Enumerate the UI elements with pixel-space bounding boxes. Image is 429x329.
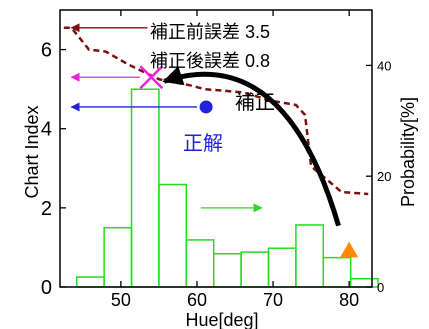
histogram-bar <box>349 277 379 288</box>
annotation-after-error: 補正後誤差 0.8 <box>150 51 270 71</box>
x-axis-label: Hue[deg] <box>185 310 258 329</box>
y-tick-label: 0 <box>41 277 52 299</box>
histogram-bar <box>158 183 188 288</box>
y-tick-label: 6 <box>41 40 52 62</box>
annotation-correct-answer: 正解 <box>183 132 223 155</box>
histogram-bar <box>212 253 242 288</box>
correction-arrow <box>162 66 341 227</box>
annotation-before-error: 補正前誤差 3.5 <box>150 22 270 42</box>
y2-tick-label: 20 <box>377 169 391 184</box>
plot-frame <box>59 9 373 288</box>
annotation-correction: 補正 <box>235 91 275 114</box>
x-tick-label: 70 <box>263 290 283 310</box>
y-axis-label: Chart Index <box>22 105 42 198</box>
histogram-bar <box>240 251 270 288</box>
cross-marker <box>139 65 164 90</box>
x-tick-label: 50 <box>111 290 131 310</box>
histogram-bar <box>103 226 133 288</box>
y-tick-label: 2 <box>41 198 52 220</box>
x-tick-label: 80 <box>339 290 359 310</box>
y2-axis-label: Probability[%] <box>398 97 418 207</box>
histogram-bar <box>130 88 160 288</box>
histogram-bar <box>185 239 215 288</box>
triangle-marker <box>340 241 359 258</box>
y-tick-label: 4 <box>41 119 52 141</box>
circle-marker <box>199 100 213 114</box>
histogram-bar <box>75 276 105 288</box>
histogram-bar <box>322 256 352 288</box>
y2-tick-label: 40 <box>377 58 391 73</box>
histogram-bar <box>295 224 325 288</box>
y2-tick-label: 0 <box>377 280 384 295</box>
x-tick-label: 60 <box>187 290 207 310</box>
